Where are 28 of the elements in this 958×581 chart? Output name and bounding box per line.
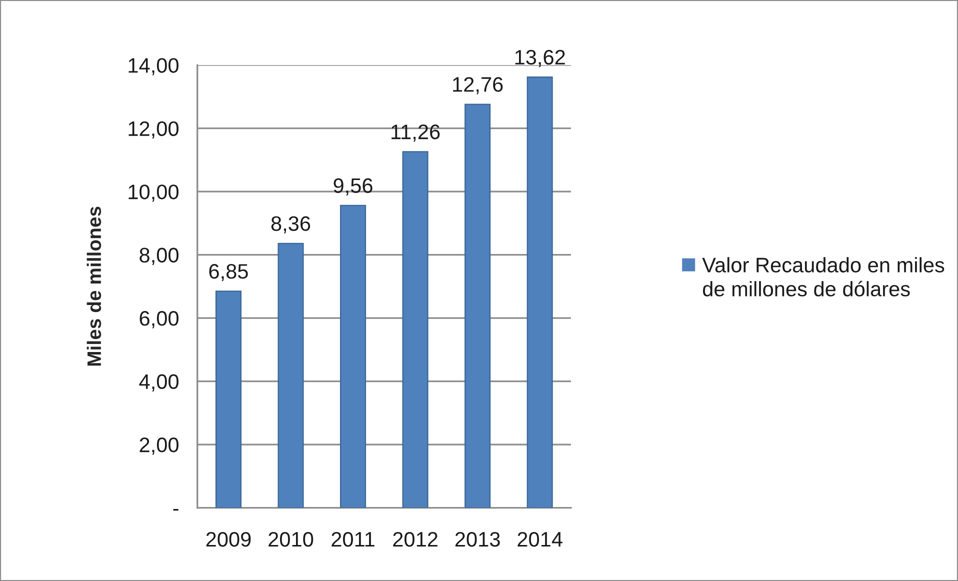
- y-tick-label: 10,00: [128, 184, 178, 202]
- data-label: 9,56: [334, 178, 372, 196]
- data-label: 11,26: [392, 124, 440, 142]
- y-tick-label: 4,00: [139, 374, 178, 392]
- data-label: 8,36: [271, 216, 310, 234]
- x-tick-label: 2011: [332, 532, 374, 547]
- y-tick-label: 14,00: [128, 58, 178, 76]
- x-tick-label: 2014: [518, 532, 562, 547]
- y-tick-label: 2,00: [140, 438, 178, 455]
- bar: [464, 104, 491, 508]
- bar: [215, 290, 242, 508]
- bar: [526, 76, 553, 508]
- bar: [402, 151, 428, 508]
- x-tick-label: 2012: [393, 532, 438, 547]
- data-label: 13,62: [515, 50, 565, 68]
- bar: [278, 242, 304, 508]
- y-axis-title: Miles de millones: [86, 206, 102, 366]
- x-tick-label: 2010: [268, 532, 314, 547]
- data-label: 6,85: [209, 264, 248, 282]
- bar: [340, 204, 366, 508]
- y-tick-label: 8,00: [140, 248, 178, 266]
- y-tick-label: 12,00: [128, 121, 178, 139]
- y-tick-label: 6,00: [140, 311, 178, 328]
- legend-label: Valor Recaudado en miles de millones de dólares: [702, 257, 944, 296]
- y-tick-label: -: [173, 508, 178, 511]
- x-tick-label: 2013: [455, 532, 500, 547]
- x-tick-label: 2009: [206, 532, 251, 547]
- data-label: 12,76: [453, 77, 503, 94]
